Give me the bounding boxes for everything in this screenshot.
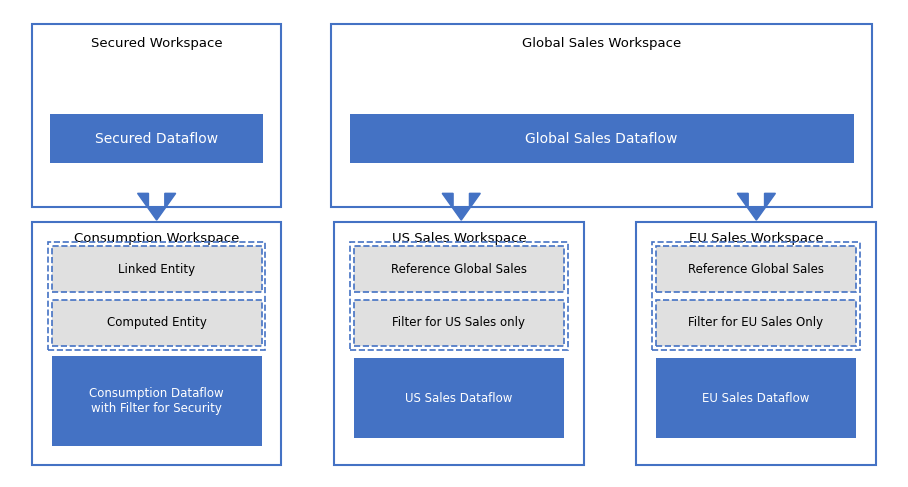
- Bar: [656, 300, 856, 346]
- Bar: [331, 24, 872, 207]
- Bar: [52, 356, 262, 446]
- Text: EU Sales Workspace: EU Sales Workspace: [688, 232, 824, 245]
- Text: Secured Dataflow: Secured Dataflow: [95, 132, 218, 146]
- Bar: [32, 24, 281, 207]
- Bar: [350, 114, 854, 163]
- Bar: [354, 246, 564, 292]
- Text: Reference Global Sales: Reference Global Sales: [391, 262, 527, 276]
- Bar: [52, 300, 262, 346]
- Bar: [656, 246, 856, 292]
- Bar: [32, 222, 281, 465]
- Polygon shape: [138, 193, 176, 220]
- Text: US Sales Workspace: US Sales Workspace: [391, 232, 527, 245]
- Text: Global Sales Dataflow: Global Sales Dataflow: [526, 132, 677, 146]
- Bar: [354, 300, 564, 346]
- Bar: [652, 242, 860, 350]
- Bar: [48, 242, 265, 350]
- Text: Global Sales Workspace: Global Sales Workspace: [522, 37, 681, 50]
- Bar: [52, 246, 262, 292]
- Polygon shape: [737, 193, 775, 220]
- Text: Computed Entity: Computed Entity: [107, 316, 206, 329]
- Text: Consumption Dataflow
with Filter for Security: Consumption Dataflow with Filter for Sec…: [89, 387, 224, 414]
- Text: US Sales Dataflow: US Sales Dataflow: [405, 392, 513, 405]
- Text: Consumption Workspace: Consumption Workspace: [74, 232, 240, 245]
- Bar: [656, 358, 856, 438]
- Text: Reference Global Sales: Reference Global Sales: [688, 262, 824, 276]
- Text: Filter for EU Sales Only: Filter for EU Sales Only: [688, 316, 824, 329]
- Text: Linked Entity: Linked Entity: [118, 262, 195, 276]
- Bar: [636, 222, 876, 465]
- Bar: [50, 114, 263, 163]
- Polygon shape: [442, 193, 480, 220]
- Text: Secured Workspace: Secured Workspace: [91, 37, 222, 50]
- Bar: [334, 222, 584, 465]
- Text: Filter for US Sales only: Filter for US Sales only: [392, 316, 526, 329]
- Text: EU Sales Dataflow: EU Sales Dataflow: [702, 392, 810, 405]
- Bar: [350, 242, 568, 350]
- Bar: [354, 358, 564, 438]
